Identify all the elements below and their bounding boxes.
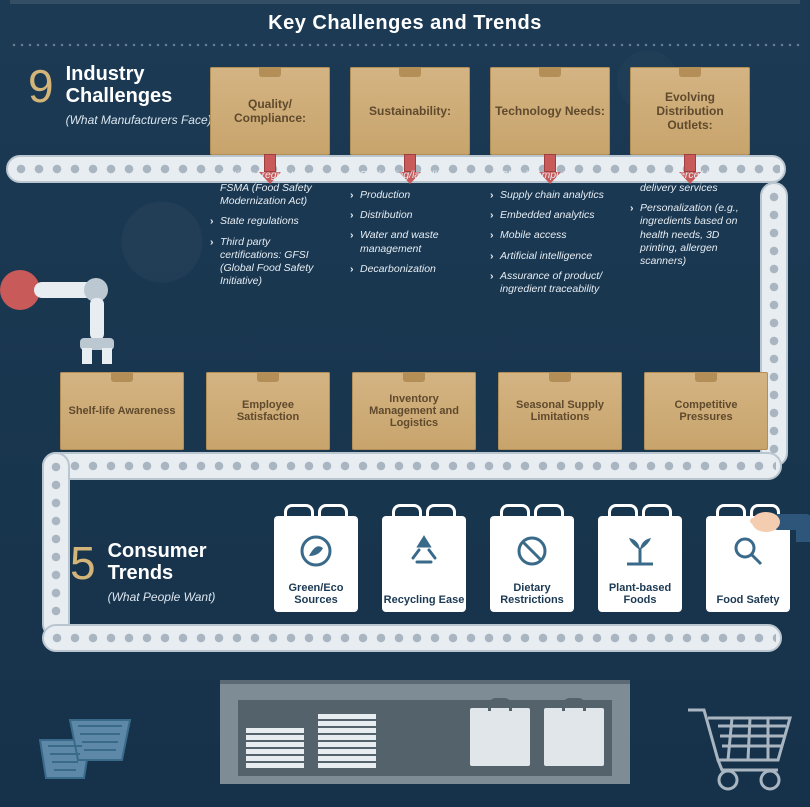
bullet-item: National regulations: FSMA (Food Safety … bbox=[210, 169, 330, 208]
trend-bag-label: Green/Eco Sources bbox=[274, 582, 358, 606]
shelf bbox=[220, 680, 630, 784]
top-divider bbox=[10, 0, 800, 4]
challenge-box: Sustainability: bbox=[350, 67, 470, 155]
bullet-column: E-commerce/ home delivery services Person… bbox=[630, 169, 750, 303]
challenge-box: Technology Needs: bbox=[490, 67, 610, 155]
bullet-item: State regulations bbox=[210, 215, 330, 228]
bullet-item: Packaging/labelling bbox=[350, 169, 470, 182]
bullet-item: Assurance of product/ ingredient traceab… bbox=[490, 270, 610, 296]
paper-stack-icon bbox=[246, 708, 304, 768]
trend-bag: Green/Eco Sources bbox=[274, 516, 358, 612]
bullet-item: Third party certifications: GFSI (Global… bbox=[210, 236, 330, 289]
conveyor-bottom bbox=[42, 624, 782, 652]
bullet-column: National regulations: FSMA (Food Safety … bbox=[210, 169, 330, 303]
bullet-item: Cloud computing bbox=[490, 169, 610, 182]
paper-stack-icon bbox=[318, 708, 376, 768]
trend-bag-label: Recycling Ease bbox=[382, 594, 466, 606]
trend-bag-label: Food Safety bbox=[706, 594, 790, 606]
challenge-box: Inventory Management and Logistics bbox=[352, 372, 476, 450]
bullet-item: Supply chain analytics bbox=[490, 189, 610, 202]
trend-bag-label: Dietary Restrictions bbox=[490, 582, 574, 606]
bullet-item: Artificial intelligence bbox=[490, 250, 610, 263]
industry-count: 9 bbox=[28, 63, 54, 109]
sprout-icon bbox=[623, 534, 657, 568]
challenge-box: Evolving Distribution Outlets: bbox=[630, 67, 750, 155]
industry-heading-l2: Challenges bbox=[66, 85, 212, 107]
challenge-box: Shelf-life Awareness bbox=[60, 372, 184, 450]
bullet-item: Production bbox=[350, 189, 470, 202]
conveyor-mid bbox=[42, 452, 782, 480]
bullet-item: Decarbonization bbox=[350, 263, 470, 276]
bullet-item: Distribution bbox=[350, 209, 470, 222]
challenge-box: Seasonal Supply Limitations bbox=[498, 372, 622, 450]
no-sign-icon bbox=[515, 534, 549, 568]
dotted-divider bbox=[10, 43, 800, 47]
bullet-item: Mobile access bbox=[490, 229, 610, 242]
hanging-bag-icon bbox=[544, 708, 604, 766]
challenge-box: Employee Satisfaction bbox=[206, 372, 330, 450]
baskets-icon bbox=[30, 700, 160, 790]
bullet-column: Cloud computing Supply chain analytics Emb… bbox=[490, 169, 610, 303]
consumer-count: 5 bbox=[70, 540, 96, 586]
consumer-subtitle: (What People Want) bbox=[108, 590, 216, 604]
trend-bag-label: Plant-based Foods bbox=[598, 582, 682, 606]
bullet-item: Water and waste management bbox=[350, 229, 470, 255]
hanging-bag-icon bbox=[470, 708, 530, 766]
challenge-box: Quality/ Compliance: bbox=[210, 67, 330, 155]
leaf-circle-icon bbox=[299, 534, 333, 568]
robot-arm-icon bbox=[0, 250, 180, 380]
bullet-item: E-commerce/ home delivery services bbox=[630, 169, 750, 195]
challenge-box: Competitive Pressures bbox=[644, 372, 768, 450]
bullet-item: Embedded analytics bbox=[490, 209, 610, 222]
page-title: Key Challenges and Trends bbox=[0, 12, 810, 35]
industry-subtitle: (What Manufacturers Face) bbox=[66, 113, 212, 127]
recycle-icon bbox=[407, 534, 441, 568]
consumer-heading-l1: Consumer bbox=[108, 540, 216, 562]
trend-bag: Plant-based Foods bbox=[598, 516, 682, 612]
trend-bag: Dietary Restrictions bbox=[490, 516, 574, 612]
consumer-heading-l2: Trends bbox=[108, 562, 216, 584]
trend-bag: Recycling Ease bbox=[382, 516, 466, 612]
bullet-column: Packaging/labelling Production Distributio… bbox=[350, 169, 470, 303]
cart-icon bbox=[678, 700, 798, 800]
bullet-item: Personalization (e.g., ingredients based… bbox=[630, 202, 750, 268]
industry-heading-l1: Industry bbox=[66, 63, 212, 85]
hand-icon bbox=[742, 504, 810, 554]
